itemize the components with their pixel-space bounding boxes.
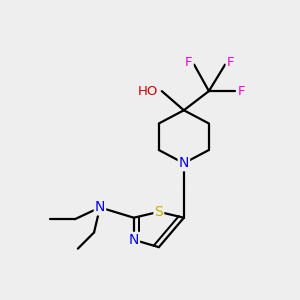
Text: F: F: [185, 56, 193, 69]
Text: F: F: [238, 85, 245, 98]
Text: F: F: [226, 56, 234, 69]
Text: HO: HO: [137, 85, 158, 98]
Text: S: S: [154, 205, 163, 219]
Text: N: N: [129, 233, 139, 247]
Text: N: N: [95, 200, 105, 214]
Text: N: N: [179, 156, 189, 170]
